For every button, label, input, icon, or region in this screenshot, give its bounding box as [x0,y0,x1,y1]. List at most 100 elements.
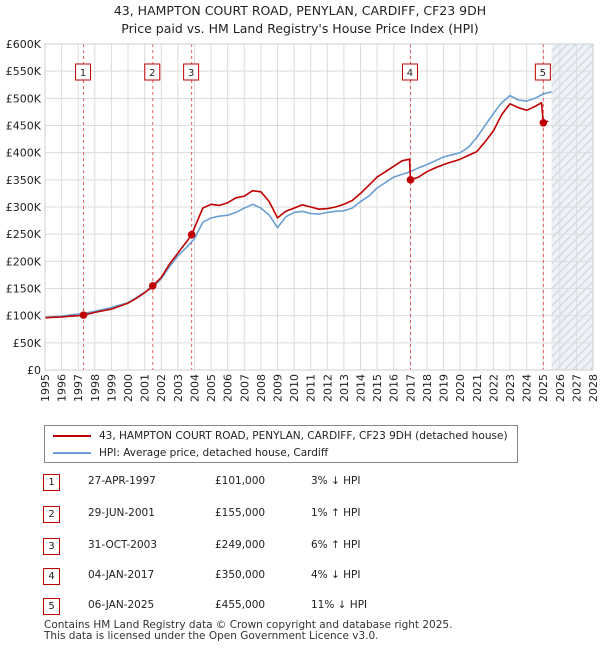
sale-number-box [401,63,418,81]
legend-price-swatch [53,435,91,437]
transaction-number: 1 [43,474,60,491]
legend-item-price: 43, HAMPTON COURT ROAD, PENYLAN, CARDIFF… [53,428,508,444]
y-tick-label: £400K [6,147,42,160]
legend-item-hpi: HPI: Average price, detached house, Card… [53,445,328,461]
footer: Contains HM Land Registry data © Crown c… [44,620,452,642]
transaction-price: £249,000 [215,539,266,551]
table-row: 2 29-JUN-2001 £155,000 1% ↑ HPI [43,506,463,526]
sale-number-box [534,63,551,81]
y-tick-label: £450K [6,120,42,133]
sale-point [148,281,157,290]
transaction-date: 06-JAN-2025 [88,599,155,611]
x-tick-label: 2007 [238,374,251,402]
x-tick-label: 2006 [222,374,235,402]
y-tick-label: £500K [6,92,42,105]
x-tick-label: 2017 [404,374,417,402]
price-chart: £0 £50K £100K £150K £200K £250K £300K £350K £400… [6,38,600,402]
transaction-hpi-diff: 6% ↑ HPI [311,539,361,551]
x-tick-label: 2028 [587,374,600,402]
table-row: 4 04-JAN-2017 £350,000 4% ↓ HPI [43,568,463,588]
sale-number-label: 2 [149,68,155,79]
x-tick-label: 2004 [188,374,201,402]
transaction-date: 04-JAN-2017 [88,569,155,581]
transaction-date: 31-OCT-2003 [88,539,157,551]
sale-number-box [75,63,92,81]
x-tick-label: 2000 [122,374,135,402]
x-tick-label: 2013 [338,374,351,402]
y-tick-label: £0 [27,364,41,377]
x-tick-label: 2026 [554,374,567,402]
transaction-number: 5 [43,598,60,615]
x-tick-label: 2008 [255,374,268,402]
transaction-number: 3 [43,538,60,555]
x-tick-label: 2025 [537,374,550,402]
transaction-number: 4 [43,568,60,585]
sale-number-label: 1 [80,68,86,79]
legend-hpi-label: HPI: Average price, detached house, Card… [99,447,329,459]
x-tick-label: 2010 [288,374,301,402]
x-tick-label: 2021 [471,374,484,402]
x-tick-label: 2011 [305,374,318,402]
x-tick-label: 2005 [205,374,218,402]
y-tick-label: £150K [6,283,42,296]
x-tick-label: 2024 [521,374,534,402]
transaction-date: 27-APR-1997 [88,475,156,487]
footer-copyright: Contains HM Land Registry data © Crown c… [44,619,453,631]
transaction-hpi-diff: 11% ↓ HPI [311,599,368,611]
chart-title-line2: Price paid vs. HM Land Registry's House … [121,21,479,36]
x-tick-label: 2002 [155,374,168,402]
transaction-hpi-diff: 4% ↓ HPI [311,569,361,581]
x-tick-label: 2014 [355,374,368,402]
sale-number-label: 4 [407,68,413,79]
legend-hpi-swatch [53,452,91,454]
x-tick-label: 2001 [139,374,152,402]
transaction-number: 2 [43,506,60,523]
x-tick-label: 1997 [72,374,85,402]
x-tick-label: 2016 [388,374,401,402]
transaction-price: £155,000 [215,507,266,519]
transaction-price: £101,000 [215,475,266,487]
legend-price-label: 43, HAMPTON COURT ROAD, PENYLAN, CARDIFF… [99,430,508,442]
x-tick-label: 2003 [172,374,185,402]
sale-number-label: 3 [188,68,194,79]
x-tick-label: 2015 [371,374,384,402]
transaction-hpi-diff: 3% ↓ HPI [311,475,361,487]
x-tick-label: 1995 [39,374,52,402]
table-row: 3 31-OCT-2003 £249,000 6% ↑ HPI [43,538,463,558]
legend: 43, HAMPTON COURT ROAD, PENYLAN, CARDIFF… [44,425,518,463]
x-tick-label: 2009 [271,374,284,402]
y-tick-label: £50K [13,337,42,350]
y-tick-label: £550K [6,65,42,78]
x-tick-label: 1996 [56,374,69,402]
sale-number-label: 5 [540,68,546,79]
price-paid-line [44,101,549,319]
x-tick-label: 2012 [321,374,334,402]
sale-point [187,230,196,239]
transaction-date: 29-JUN-2001 [88,507,155,519]
transaction-price: £455,000 [215,599,266,611]
transaction-hpi-diff: 1% ↑ HPI [311,507,361,519]
x-tick-label: 2019 [438,374,451,402]
y-tick-label: £100K [6,310,42,323]
table-row: 5 06-JAN-2025 £455,000 11% ↓ HPI [43,598,463,618]
x-tick-label: 2018 [421,374,434,402]
x-tick-label: 1998 [89,374,102,402]
chart-title-line1: 43, HAMPTON COURT ROAD, PENYLAN, CARDIFF… [113,3,487,18]
y-tick-label: £200K [6,255,42,268]
footer-license: This data is licensed under the Open Gov… [44,630,379,642]
sale-number-box [144,63,161,81]
x-tick-label: 1999 [105,374,118,402]
x-tick-label: 2027 [570,374,583,402]
sale-number-box [183,63,200,81]
y-tick-label: £300K [6,201,42,214]
x-tick-label: 2023 [504,374,517,402]
x-tick-label: 2020 [454,374,467,402]
x-tick-label: 2022 [487,374,500,402]
y-tick-label: £600K [6,38,42,51]
sale-point [406,176,415,184]
table-row: 1 27-APR-1997 £101,000 3% ↓ HPI [43,474,463,494]
chart-title: 43, HAMPTON COURT ROAD, PENYLAN, CARDIFF… [0,2,600,38]
sale-point [79,311,88,319]
transaction-price: £350,000 [215,569,266,581]
plot-border [44,43,594,371]
